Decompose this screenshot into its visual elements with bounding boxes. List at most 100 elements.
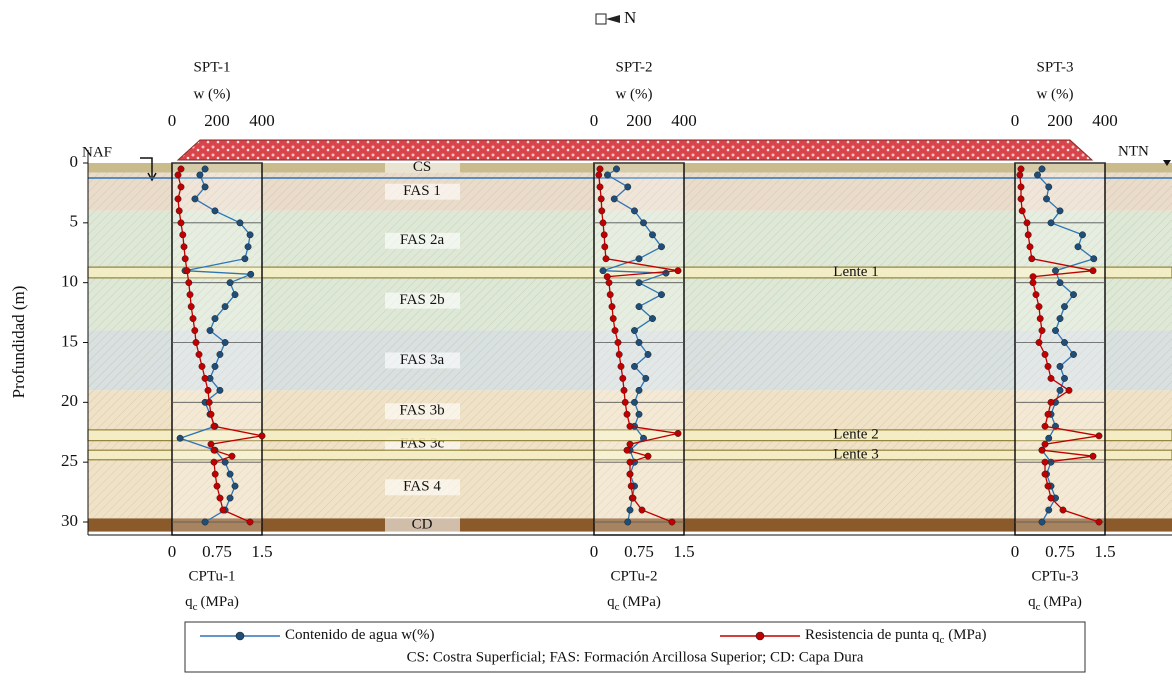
w-axis-title: w (%) bbox=[193, 86, 230, 102]
qc-axis-unit: (MPa) bbox=[623, 594, 661, 610]
stratum-label-bg bbox=[385, 403, 460, 420]
w-point bbox=[201, 518, 209, 526]
w-point bbox=[624, 183, 632, 191]
y-tick-label: 30 bbox=[61, 511, 78, 530]
stratum-label-bg bbox=[385, 232, 460, 249]
qc-axis-q: q bbox=[1028, 594, 1036, 610]
embankment bbox=[176, 139, 1094, 161]
stratum-label: CS bbox=[413, 159, 431, 175]
w-point bbox=[658, 243, 665, 251]
qc-point bbox=[185, 279, 193, 287]
stratum-hatch bbox=[88, 270, 1172, 331]
stratum-label-bg bbox=[385, 352, 460, 369]
w-point bbox=[631, 327, 638, 334]
lens-label: Lente 1 bbox=[833, 264, 878, 280]
qc-point bbox=[1038, 327, 1046, 334]
qc-point bbox=[1095, 432, 1103, 440]
y-tick-label: 20 bbox=[61, 391, 78, 410]
stratum-label-bg bbox=[385, 516, 460, 533]
w-point bbox=[216, 351, 224, 358]
qc-tick-label: 1.5 bbox=[673, 542, 694, 561]
qc-point bbox=[623, 410, 631, 418]
qc-tick-label: 0.75 bbox=[624, 542, 654, 561]
cptu-label: CPTu-3 bbox=[1032, 568, 1079, 584]
qc-point bbox=[195, 351, 203, 358]
qc-point bbox=[207, 440, 215, 448]
qc-tick-label: 1.5 bbox=[251, 542, 272, 561]
w-point bbox=[206, 327, 214, 334]
legend-suffix: (MPa) bbox=[944, 627, 986, 643]
qc-point bbox=[219, 506, 227, 514]
w-point bbox=[1090, 255, 1098, 263]
qc-point bbox=[644, 452, 652, 460]
legend-note: CS: Costra Superficial; FAS: Formación A… bbox=[407, 649, 864, 665]
w-point bbox=[1056, 315, 1064, 323]
stratum-label: FAS 1 bbox=[403, 183, 441, 199]
w-point bbox=[211, 207, 219, 215]
qc-point bbox=[626, 470, 634, 478]
w-tick-label: 200 bbox=[626, 111, 652, 130]
qc-point bbox=[599, 219, 607, 227]
qc-point bbox=[1036, 315, 1044, 323]
stratum-hatch bbox=[88, 330, 1172, 391]
qc-point bbox=[1038, 446, 1046, 454]
qc-point bbox=[611, 327, 619, 334]
stratum-label: FAS 2b bbox=[399, 292, 444, 308]
w-point bbox=[221, 303, 229, 311]
qc-point bbox=[1041, 458, 1049, 466]
qc-point bbox=[620, 386, 628, 394]
qc-point bbox=[621, 398, 629, 406]
w-point bbox=[196, 171, 204, 179]
w-point bbox=[635, 386, 643, 394]
stratum-label-bg bbox=[385, 479, 460, 496]
qc-point bbox=[210, 422, 218, 430]
stratum-label-bg bbox=[385, 183, 460, 200]
qc-point bbox=[192, 339, 200, 346]
qc-point bbox=[1095, 518, 1103, 526]
stratum-label: FAS 2a bbox=[400, 232, 445, 248]
qc-point bbox=[1041, 422, 1049, 430]
w-point bbox=[1045, 506, 1053, 514]
y-tick-label: 15 bbox=[61, 331, 78, 350]
w-point bbox=[176, 434, 184, 442]
w-point bbox=[631, 207, 638, 215]
w-point bbox=[211, 315, 219, 323]
w-point bbox=[1045, 434, 1053, 442]
w-point bbox=[211, 362, 219, 370]
qc-point bbox=[1017, 165, 1025, 173]
qc-point bbox=[207, 410, 215, 418]
qc-point bbox=[174, 195, 182, 203]
qc-point bbox=[213, 482, 221, 490]
stratum-hatch bbox=[88, 172, 1172, 211]
w-point bbox=[1079, 231, 1086, 239]
w-point bbox=[231, 482, 239, 490]
qc-point bbox=[1017, 195, 1025, 203]
stratum bbox=[88, 163, 1172, 173]
y-axis-title: Profundidad (m) bbox=[9, 286, 28, 399]
qc-point bbox=[614, 339, 622, 346]
north-label: N bbox=[624, 8, 636, 27]
stratum-label: FAS 3a bbox=[400, 352, 445, 368]
qc-point bbox=[674, 267, 682, 275]
w-point bbox=[1047, 219, 1055, 227]
qc-point bbox=[617, 362, 625, 370]
qc-tick-label: 0 bbox=[1011, 542, 1020, 561]
cptu-label: CPTu-1 bbox=[189, 568, 236, 584]
qc-axis-sub: c bbox=[1036, 601, 1041, 613]
qc-tick-label: 1.5 bbox=[1094, 542, 1115, 561]
qc-point bbox=[186, 291, 194, 299]
w-point bbox=[1045, 183, 1053, 191]
stratum-label-bg bbox=[385, 292, 460, 309]
qc-point bbox=[1041, 440, 1049, 448]
w-axis-title: w (%) bbox=[615, 86, 652, 102]
qc-axis-sub: c bbox=[615, 601, 620, 613]
w-point bbox=[1074, 243, 1082, 251]
w-point bbox=[631, 398, 638, 406]
qc-point bbox=[201, 374, 209, 382]
qc-point bbox=[1047, 398, 1055, 406]
ntn-marker bbox=[1163, 160, 1171, 166]
qc-point bbox=[1047, 374, 1055, 382]
qc-point bbox=[605, 279, 613, 287]
w-point bbox=[631, 362, 638, 370]
qc-tick-label: 0.75 bbox=[1045, 542, 1075, 561]
